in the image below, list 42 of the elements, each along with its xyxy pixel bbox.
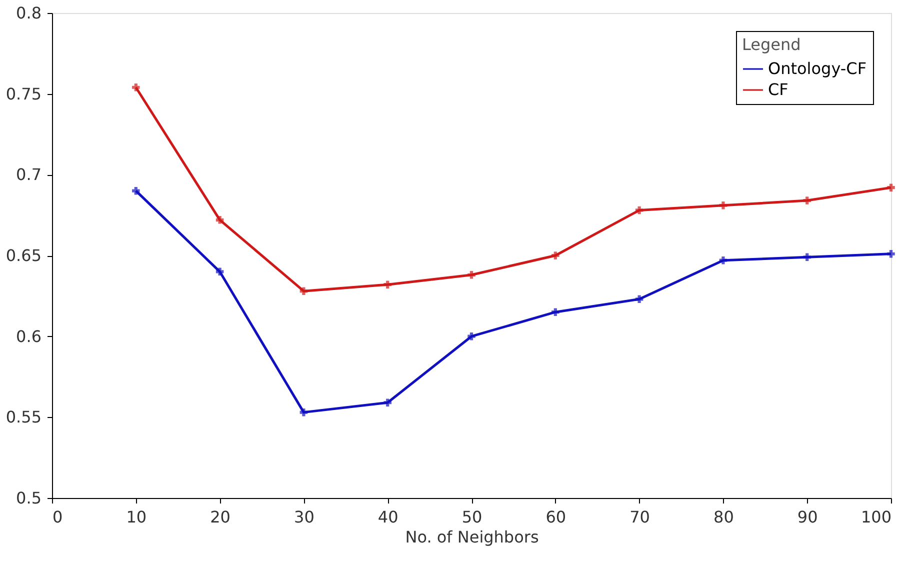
point	[552, 252, 560, 260]
point	[803, 196, 811, 204]
x-axis-title: No. of Neighbors	[405, 528, 539, 546]
y-tick-label: 0.7	[16, 165, 42, 184]
point	[216, 216, 224, 224]
point	[132, 83, 140, 92]
y-tick-label: 0.75	[6, 84, 42, 104]
point	[468, 271, 476, 279]
point	[216, 268, 224, 276]
point	[719, 256, 728, 264]
point	[719, 202, 728, 210]
x-tick-label: 0	[52, 508, 63, 526]
x-tick-label: 20	[210, 508, 230, 526]
point	[552, 308, 560, 316]
point	[887, 184, 895, 192]
x-tick-label: 90	[797, 508, 818, 526]
legend-title: Legend	[742, 35, 801, 54]
x-tick-label: 100	[860, 508, 892, 526]
point	[132, 186, 140, 195]
x-tick-label: 30	[294, 508, 314, 526]
x-tick-label: 80	[714, 508, 734, 526]
point	[300, 287, 308, 295]
point	[384, 398, 392, 406]
x-tick-label: 50	[462, 508, 482, 526]
point	[803, 253, 811, 261]
point	[635, 206, 644, 214]
point	[887, 250, 895, 258]
y-tick-label: 0.65	[6, 246, 42, 265]
x-tick-label: 10	[126, 508, 147, 526]
point	[468, 332, 476, 340]
point	[635, 295, 644, 304]
y-tick-label: 0.55	[6, 408, 42, 427]
legend-label: Ontology-CF	[768, 59, 867, 78]
point	[384, 280, 392, 288]
legend-label: CF	[768, 80, 788, 99]
point	[300, 408, 308, 416]
x-tick-label: 70	[630, 508, 650, 526]
y-tick-label: 0.5	[16, 488, 42, 508]
y-tick-label: 0.6	[16, 326, 42, 346]
x-tick-label: 60	[546, 508, 566, 526]
y-tick-label: 0.8	[16, 4, 42, 22]
x-tick-label: 40	[378, 508, 398, 526]
